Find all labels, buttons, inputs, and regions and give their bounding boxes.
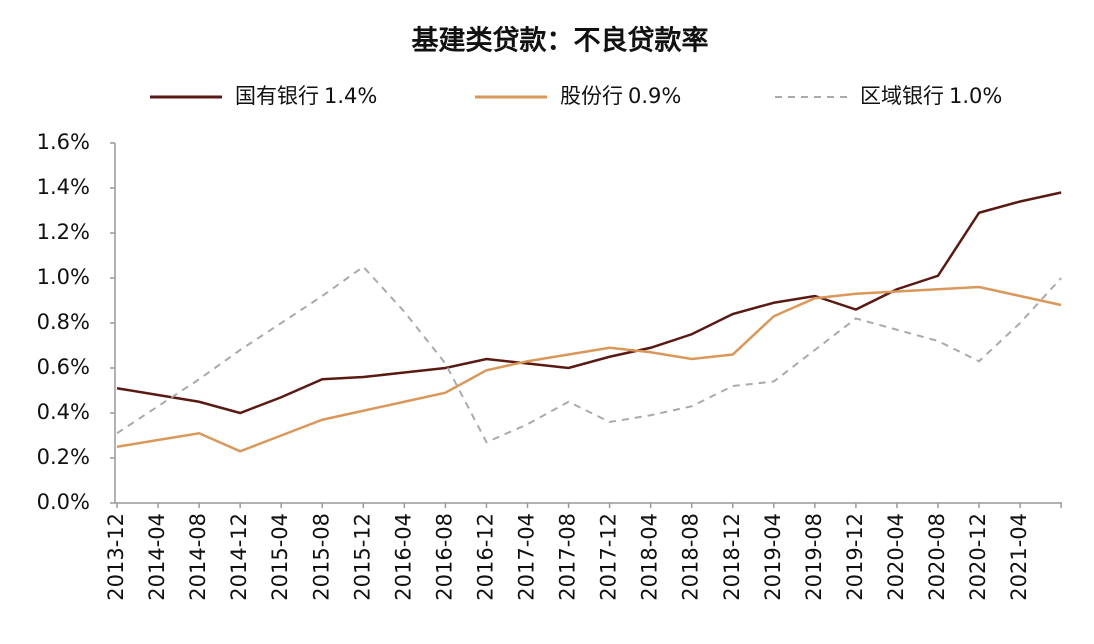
x-tick-label: 2020-12 — [966, 513, 990, 601]
y-tick-label: 0.6% — [37, 355, 90, 379]
chart-title: 基建类贷款：不良贷款率 — [412, 25, 709, 57]
x-tick-label: 2016-04 — [391, 513, 415, 601]
x-tick-label: 2015-12 — [350, 513, 374, 601]
x-tick-label: 2020-04 — [884, 513, 908, 601]
x-tick-label: 2018-04 — [638, 513, 662, 601]
y-tick-label: 1.6% — [37, 130, 90, 154]
legend-label: 股份行 — [560, 84, 623, 108]
series-line — [116, 265, 1062, 444]
x-tick-label: 2015-08 — [309, 513, 333, 601]
legend-label: 国有银行 — [235, 84, 319, 108]
x-tick-label: 2021-04 — [1007, 513, 1031, 601]
x-tick-label: 2014-04 — [145, 513, 169, 601]
x-tick-label: 2019-12 — [843, 513, 867, 601]
y-tick-label: 1.4% — [37, 175, 90, 199]
legend-value: 1.0% — [949, 84, 1002, 108]
series-line — [116, 191, 1062, 415]
y-tick-label: 0.4% — [37, 400, 90, 424]
y-tick-label: 0.2% — [37, 445, 90, 469]
x-tick-label: 2020-08 — [925, 513, 949, 601]
x-tick-label: 2015-04 — [268, 513, 292, 601]
x-tick-label: 2017-08 — [556, 513, 580, 601]
x-tick-label: 2016-08 — [432, 513, 456, 601]
x-tick-label: 2014-12 — [227, 513, 251, 601]
y-tick-label: 0.0% — [37, 490, 90, 514]
x-tick-label: 2016-12 — [473, 513, 497, 601]
x-tick-label: 2017-12 — [597, 513, 621, 601]
x-tick-label: 2017-04 — [515, 513, 539, 601]
series-line — [116, 285, 1062, 453]
y-tick-label: 1.0% — [37, 265, 90, 289]
x-tick-label: 2018-08 — [679, 513, 703, 601]
x-tick-label: 2019-04 — [761, 513, 785, 601]
y-tick-label: 1.2% — [37, 220, 90, 244]
x-tick-label: 2014-08 — [186, 513, 210, 601]
legend-value: 1.4% — [324, 84, 377, 108]
x-tick-label: 2013-12 — [104, 513, 128, 601]
legend-label: 区域银行 — [860, 84, 944, 108]
y-tick-label: 0.8% — [37, 310, 90, 334]
x-tick-label: 2019-08 — [802, 513, 826, 601]
legend-value: 0.9% — [628, 84, 681, 108]
x-tick-label: 2018-12 — [720, 513, 744, 601]
